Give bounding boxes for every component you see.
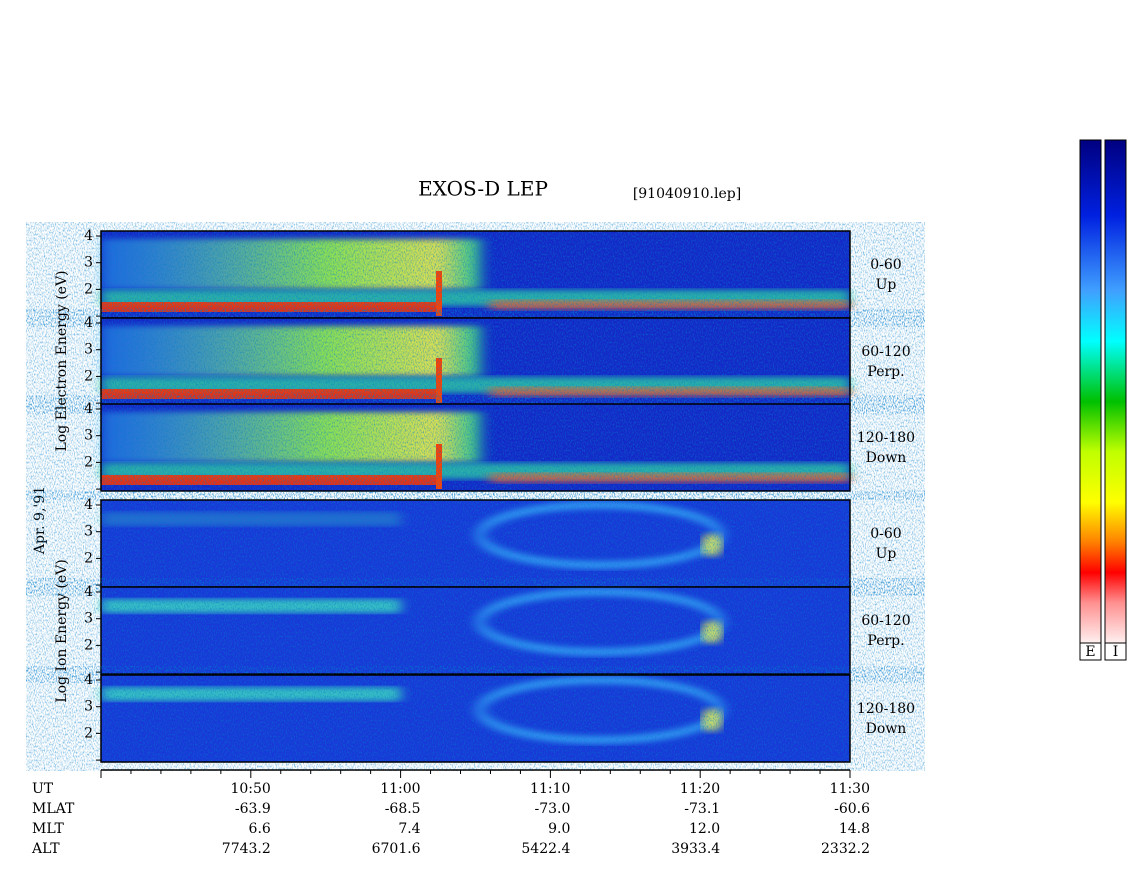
row-value: -60.6 (834, 801, 870, 817)
y-tick-label: 4 (84, 228, 93, 244)
row-value: 11:30 (830, 781, 870, 797)
y-tick-label: 2 (84, 637, 93, 653)
y-tick-label: 2 (84, 368, 93, 384)
colorbar (1104, 139, 1127, 644)
panel-range: 0-60 (870, 257, 901, 273)
row-value: 7743.2 (222, 841, 271, 857)
panel-direction: Perp. (867, 364, 904, 380)
panel-range: 60-120 (861, 613, 910, 629)
panel-direction: Down (866, 721, 907, 737)
panel-range: 120-180 (857, 430, 915, 446)
y-tick-label: 4 (84, 584, 93, 600)
colorbar-label-box (1104, 642, 1127, 661)
panel-range: 120-180 (857, 701, 915, 717)
panel-range: 60-120 (861, 344, 910, 360)
panel-range: 0-60 (870, 526, 901, 542)
colorbar-label-box (1079, 642, 1102, 661)
spectrogram-noise (101, 675, 850, 762)
panel-direction: Up (876, 277, 897, 293)
row-name: ALT (31, 841, 60, 857)
y-tick-label: 4 (84, 401, 93, 417)
file-name: [91040910.lep] (633, 186, 741, 202)
y-tick-label: 2 (84, 550, 93, 566)
panel-frame (100, 403, 851, 492)
y-tick-label: 2 (84, 454, 93, 470)
row-value: -73.0 (534, 801, 570, 817)
row-value: 10:50 (230, 781, 270, 797)
panel-direction: Down (866, 450, 907, 466)
colorbar (1079, 139, 1102, 644)
title: EXOS-D LEP (418, 177, 548, 201)
y-axis-label: Log Electron Energy (eV) (54, 270, 70, 451)
y-tick-label: 3 (84, 611, 93, 627)
y-tick-label: 3 (84, 255, 93, 271)
row-value: 11:20 (680, 781, 720, 797)
row-value: 12.0 (689, 821, 720, 837)
row-value: 3933.4 (671, 841, 720, 857)
spectrogram-noise (101, 500, 850, 587)
y-tick-label: 3 (84, 524, 93, 540)
row-value: 7.4 (398, 821, 420, 837)
panel-frame (100, 586, 851, 675)
y-tick-label: 3 (84, 428, 93, 444)
row-value: 2332.2 (821, 841, 870, 857)
y-tick-label: 3 (84, 342, 93, 358)
row-value: 6701.6 (372, 841, 421, 857)
row-value: 9.0 (548, 821, 570, 837)
row-value: 5422.4 (521, 841, 570, 857)
spectrogram-noise (101, 587, 850, 674)
row-value: -63.9 (235, 801, 271, 817)
y-tick-label: 4 (84, 497, 93, 513)
panel-direction: Up (876, 546, 897, 562)
row-value: 11:10 (530, 781, 570, 797)
row-value: -73.1 (684, 801, 720, 817)
row-value: 14.8 (839, 821, 870, 837)
row-value: 6.6 (249, 821, 271, 837)
date-label: Apr. 9,'91 (32, 486, 48, 555)
y-tick-label: 2 (84, 281, 93, 297)
spectrogram-noise (101, 318, 850, 405)
colorbar-label: I (1113, 644, 1119, 660)
row-name: UT (32, 781, 54, 797)
y-tick-label: 3 (84, 699, 93, 715)
row-name: MLT (32, 821, 64, 837)
y-tick-label: 4 (84, 672, 93, 688)
row-name: MLAT (32, 801, 75, 817)
spectrogram-noise (101, 404, 850, 491)
colorbar-label: E (1085, 644, 1095, 660)
row-value: -68.5 (385, 801, 421, 817)
panel-direction: Perp. (867, 633, 904, 649)
y-tick-label: 4 (84, 315, 93, 331)
row-value: 11:00 (380, 781, 420, 797)
panel-frame (100, 674, 851, 763)
y-tick-label: 2 (84, 725, 93, 741)
y-axis-label: Log Ion Energy (eV) (54, 559, 70, 702)
spectrogram-noise (101, 231, 850, 318)
